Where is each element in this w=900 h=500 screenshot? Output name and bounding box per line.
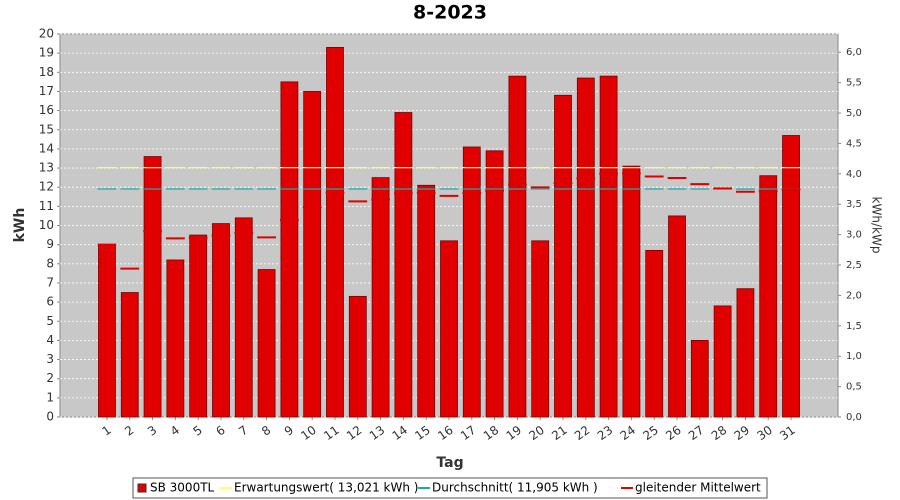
- bar: [303, 91, 322, 418]
- y2-tick-label: 2,5: [846, 260, 862, 271]
- bar: [668, 215, 686, 418]
- legend-label: Erwartungswert( 13,021 kWh ): [234, 481, 418, 495]
- bar: [234, 217, 253, 418]
- y-tick-label: 17: [39, 84, 54, 98]
- legend: [132, 477, 768, 499]
- bar: [143, 156, 162, 418]
- y-tick-label: 19: [39, 46, 54, 60]
- bar: [759, 175, 778, 418]
- y-tick-label: 13: [39, 161, 54, 175]
- y-tick-label: 9: [46, 237, 54, 251]
- bar: [622, 165, 641, 418]
- bar: [462, 146, 481, 418]
- y2-tick-label: 0,5: [846, 382, 862, 393]
- y-tick-label: 8: [46, 256, 54, 270]
- y2-tick-label: 6,0: [846, 47, 862, 58]
- bar: [280, 81, 299, 418]
- x-axis-label: Tag: [436, 455, 463, 471]
- bar: [120, 292, 139, 418]
- y-tick-label: 6: [46, 295, 54, 309]
- y-tick-label: 11: [39, 199, 54, 213]
- bar: [576, 77, 595, 418]
- bar: [257, 269, 276, 418]
- y-tick-label: 10: [39, 218, 54, 232]
- bar: [189, 234, 208, 418]
- bar: [690, 339, 709, 418]
- bar: [212, 223, 230, 418]
- y2-tick-label: 0,0: [846, 412, 862, 423]
- bar: [485, 150, 504, 418]
- bar: [736, 288, 755, 418]
- bar: [166, 259, 185, 418]
- bar: [645, 249, 664, 418]
- y2-tick-label: 2,0: [846, 290, 862, 301]
- y-tick-label: 15: [39, 122, 54, 136]
- y2-tick-label: 1,0: [846, 351, 862, 362]
- y-axis-label: kWh: [12, 208, 28, 243]
- bar: [371, 177, 390, 418]
- bar: [531, 240, 550, 418]
- y2-tick-label: 5,0: [846, 108, 862, 119]
- y-tick-label: 1: [46, 390, 54, 404]
- legend-label: gleitender Mittelwert: [635, 481, 761, 495]
- y-tick-label: 0: [46, 410, 54, 424]
- y-tick-label: 2: [46, 371, 54, 385]
- chart-title: 8-2023: [413, 2, 487, 24]
- bar: [782, 135, 800, 418]
- legend-swatch: [137, 483, 147, 493]
- bar: [554, 94, 572, 418]
- bar: [440, 240, 458, 418]
- legend-label: Durchschnitt( 11,905 kWh ): [432, 481, 598, 495]
- legend-label: SB 3000TL: [150, 481, 215, 495]
- y-tick-label: 14: [39, 141, 54, 155]
- y-tick-label: 4: [46, 333, 54, 347]
- bar: [98, 244, 116, 418]
- y2-tick-label: 3,0: [846, 230, 862, 241]
- y-tick-label: 3: [46, 352, 54, 366]
- y2-tick-label: 4,0: [846, 169, 862, 180]
- bar: [326, 47, 344, 418]
- y2-tick-label: 4,5: [846, 138, 862, 149]
- y-tick-label: 20: [39, 27, 54, 41]
- bar: [508, 75, 527, 418]
- bar: [394, 112, 413, 418]
- y2-tick-label: 5,5: [846, 78, 862, 89]
- y2-tick-label: 1,5: [846, 321, 862, 332]
- y-tick-label: 5: [46, 314, 54, 328]
- bar: [348, 295, 367, 418]
- bar: [599, 75, 618, 418]
- y2-tick-label: 3,5: [846, 199, 862, 210]
- y-tick-label: 7: [46, 275, 54, 289]
- y2-axis-label: kWh/kWp: [870, 197, 884, 254]
- y-tick-label: 12: [39, 180, 54, 194]
- y-tick-label: 18: [39, 65, 54, 79]
- bar: [417, 184, 436, 418]
- y-tick-label: 16: [39, 103, 54, 117]
- bar: [713, 305, 732, 418]
